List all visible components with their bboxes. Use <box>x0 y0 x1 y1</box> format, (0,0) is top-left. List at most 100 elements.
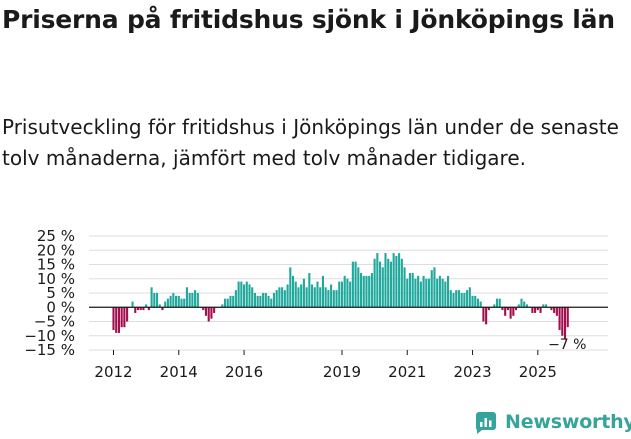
newsworthy-logo[interactable]: Newsworthy <box>474 408 631 436</box>
bar <box>351 261 354 308</box>
bar <box>406 278 409 308</box>
bar <box>476 298 480 308</box>
bar <box>291 275 295 308</box>
chart-grid <box>89 235 608 351</box>
bar <box>517 304 520 308</box>
bar <box>300 284 303 308</box>
bar <box>392 253 395 308</box>
bar <box>136 307 140 311</box>
bar <box>120 307 123 328</box>
bar <box>253 293 256 308</box>
bar <box>240 281 243 308</box>
bar <box>441 278 444 308</box>
bar <box>321 275 324 308</box>
bar <box>237 281 240 308</box>
bar <box>313 287 316 308</box>
bar <box>166 298 169 308</box>
bar <box>223 298 227 308</box>
bar <box>550 307 553 311</box>
bar <box>414 278 417 308</box>
bar <box>232 295 235 308</box>
bar <box>346 278 349 308</box>
bar <box>362 275 365 308</box>
bar <box>460 293 463 308</box>
bar <box>248 284 251 308</box>
bar <box>155 293 159 308</box>
bar <box>485 307 488 325</box>
bar <box>566 307 569 328</box>
bar <box>553 307 556 313</box>
bar <box>164 301 167 308</box>
y-tick-label: 25 % <box>37 227 75 245</box>
bar <box>256 295 259 308</box>
bar <box>278 287 281 308</box>
bar <box>204 307 208 316</box>
bar <box>433 267 436 308</box>
bar <box>185 287 188 308</box>
x-tick-label: 2014 <box>160 363 198 381</box>
bar <box>332 290 335 308</box>
bar <box>316 281 319 308</box>
bar <box>354 261 357 308</box>
bar <box>520 298 523 308</box>
bar <box>471 295 474 308</box>
bar <box>379 261 382 308</box>
bar <box>340 281 344 308</box>
bar <box>191 293 194 308</box>
bar <box>172 293 175 308</box>
bar <box>436 278 439 308</box>
y-tick-label: 10 % <box>37 270 75 288</box>
bar <box>305 287 308 308</box>
bar <box>539 307 542 313</box>
bar <box>387 258 390 308</box>
bar <box>427 278 431 308</box>
bar <box>376 253 379 308</box>
bar <box>506 307 509 311</box>
bar <box>544 304 548 308</box>
bar <box>281 287 284 308</box>
x-tick-label: 2025 <box>519 363 557 381</box>
bar <box>365 275 368 308</box>
bar <box>226 298 229 308</box>
bar <box>479 301 482 308</box>
bar <box>142 307 145 311</box>
bar <box>302 278 305 308</box>
bar <box>563 307 567 339</box>
bar <box>267 295 270 308</box>
bar <box>158 304 161 308</box>
bar <box>515 307 518 311</box>
y-tick-label: 15 % <box>37 256 75 274</box>
bar <box>335 290 338 308</box>
bar <box>384 253 387 308</box>
bar <box>455 290 458 308</box>
bar <box>411 273 414 308</box>
bar <box>311 284 314 308</box>
bar <box>430 270 433 308</box>
bar <box>272 293 276 308</box>
bar <box>389 261 392 308</box>
bar <box>251 287 254 308</box>
bar <box>425 278 428 308</box>
bar <box>368 275 371 308</box>
bar <box>534 307 537 313</box>
bar <box>324 287 327 308</box>
bar <box>161 307 164 311</box>
bar <box>463 293 466 308</box>
bar <box>147 307 150 311</box>
bar <box>275 290 278 308</box>
bar <box>338 281 341 308</box>
bar <box>259 295 262 308</box>
bar <box>504 307 507 316</box>
bar <box>373 258 376 308</box>
bar <box>403 267 406 308</box>
bar <box>449 290 452 308</box>
bar <box>210 307 213 319</box>
bar <box>139 307 142 311</box>
bar <box>555 307 558 316</box>
bar <box>438 275 441 308</box>
bar <box>169 295 172 308</box>
bar <box>495 298 499 308</box>
bar <box>188 293 191 308</box>
y-axis-ticks: 25 %20 %15 %10 %5 %0 %−5 %−10 %−15 % <box>24 227 75 359</box>
bar <box>370 273 373 308</box>
